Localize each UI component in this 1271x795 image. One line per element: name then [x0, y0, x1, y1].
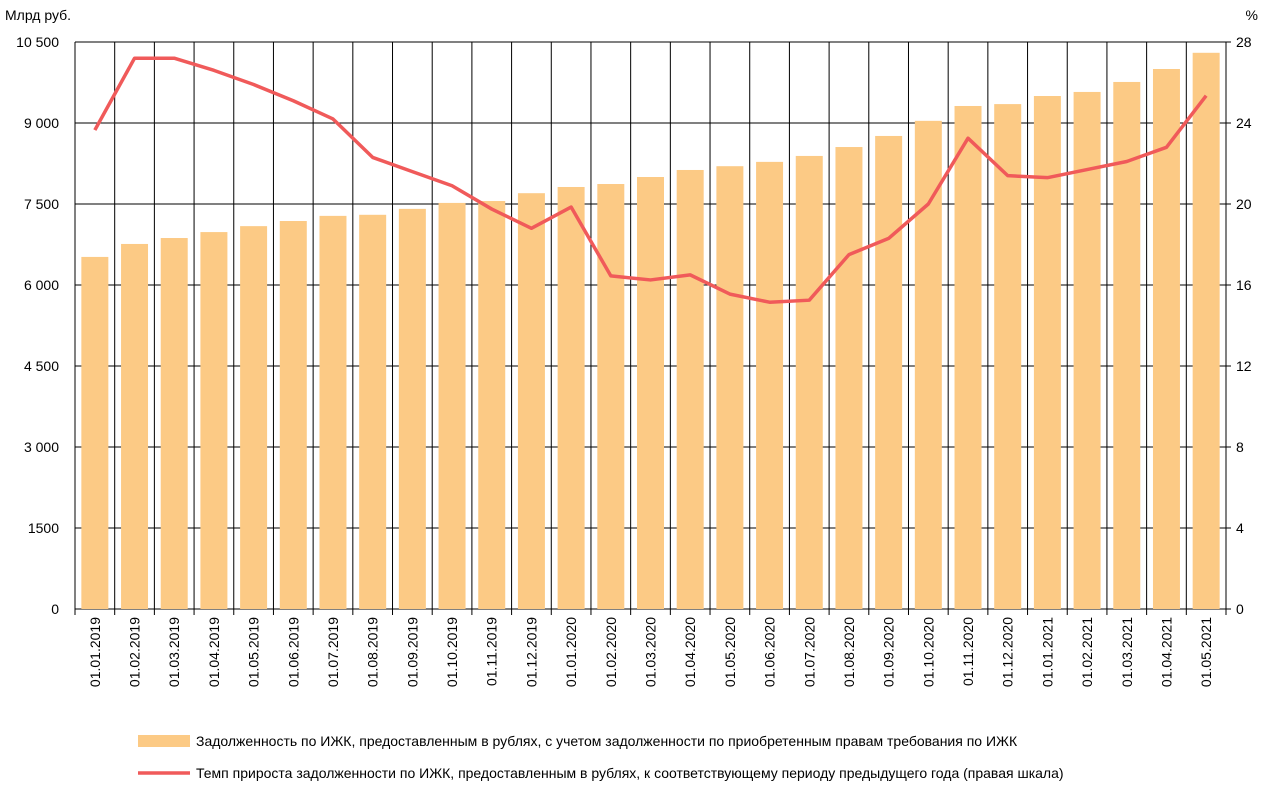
y-tick-label: 10 500: [16, 34, 59, 50]
x-tick-label: 01.03.2021: [1119, 617, 1135, 687]
legend-label: Задолженность по ИЖК, предоставленным в …: [196, 733, 1018, 749]
bar: [954, 105, 982, 610]
bar: [597, 184, 625, 609]
bar: [795, 155, 823, 609]
y-tick-label: 4 500: [24, 358, 59, 374]
bar: [398, 208, 426, 610]
bar: [121, 243, 149, 609]
x-tick-label: 01.08.2019: [365, 617, 381, 687]
bar: [319, 215, 347, 609]
bar: [160, 238, 188, 609]
bar: [1113, 81, 1141, 609]
line: [93, 56, 1208, 304]
x-tick-label: 01.04.2021: [1158, 617, 1174, 687]
bar: [557, 186, 585, 610]
y2-tick-label: 0: [1236, 601, 1244, 617]
y2-tick-label: 12: [1236, 358, 1252, 374]
y2-tick-label: 4: [1236, 520, 1244, 536]
x-tick-label: 01.04.2020: [682, 617, 698, 687]
y2-tick-label: 8: [1236, 439, 1244, 455]
bar: [716, 166, 744, 609]
x-tick-label: 01.12.2019: [523, 617, 539, 687]
x-tick-label: 01.05.2020: [722, 617, 738, 687]
x-tick-label: 01.09.2019: [404, 617, 420, 687]
x-tick-label: 01.02.2021: [1079, 617, 1095, 687]
legend-swatch: [138, 735, 190, 747]
x-tick-label: 01.01.2019: [87, 617, 103, 687]
y2-tick-label: 28: [1236, 34, 1252, 50]
bar: [240, 226, 268, 609]
bar: [875, 135, 903, 609]
y-tick-label: 3 000: [24, 439, 59, 455]
bar: [200, 232, 228, 609]
x-tick-label: 01.05.2021: [1198, 617, 1214, 687]
legend-label: Темп прироста задолженности по ИЖК, пред…: [196, 765, 1064, 781]
x-tick-label: 01.03.2020: [643, 617, 659, 687]
y2-tick-label: 16: [1236, 277, 1252, 293]
x-tick-label: 01.01.2020: [563, 617, 579, 687]
bar: [994, 104, 1022, 609]
bar: [637, 177, 664, 609]
x-tick-label: 01.12.2020: [1000, 617, 1016, 687]
bar: [517, 193, 545, 609]
x-tick-label: 01.10.2020: [920, 617, 936, 687]
bar: [1152, 69, 1180, 609]
y-tick-label: 1500: [28, 520, 59, 536]
bar: [1073, 91, 1101, 609]
y-tick-label: 9 000: [24, 115, 59, 131]
x-tick-label: 01.07.2019: [325, 617, 341, 687]
x-tick-label: 01.06.2020: [762, 617, 778, 687]
bar: [1033, 96, 1061, 609]
x-tick-label: 01.10.2019: [444, 617, 460, 687]
bar: [478, 201, 506, 609]
y-tick-label: 7 500: [24, 196, 59, 212]
x-tick-label: 01.03.2019: [166, 617, 182, 687]
bar: [81, 256, 109, 609]
x-tick-label: 01.11.2019: [484, 617, 500, 686]
y-tick-label: 6 000: [24, 277, 59, 293]
bar: [438, 202, 466, 610]
x-tick-label: 01.02.2020: [603, 617, 619, 687]
x-tick-label: 01.09.2020: [881, 617, 897, 687]
bar: [676, 169, 704, 610]
y-axis-label: Млрд руб.: [5, 7, 71, 23]
bar: [359, 214, 387, 610]
bar: [756, 161, 784, 609]
x-tick-label: 01.11.2020: [960, 617, 976, 686]
y-tick-label: 0: [51, 601, 59, 617]
bar: [835, 147, 863, 609]
x-tick-label: 01.05.2019: [246, 617, 262, 687]
bar: [279, 221, 307, 609]
bar: [1192, 52, 1220, 610]
y2-axis-label: %: [1246, 7, 1258, 23]
bar: [914, 120, 942, 609]
x-tick-label: 01.04.2019: [206, 617, 222, 687]
y2-tick-label: 20: [1236, 196, 1252, 212]
x-tick-label: 01.01.2021: [1039, 617, 1055, 687]
x-tick-label: 01.07.2020: [801, 617, 817, 687]
x-tick-label: 01.08.2020: [841, 617, 857, 687]
x-tick-label: 01.06.2019: [285, 617, 301, 687]
x-tick-label: 01.02.2019: [127, 617, 143, 687]
y2-tick-label: 24: [1236, 115, 1252, 131]
